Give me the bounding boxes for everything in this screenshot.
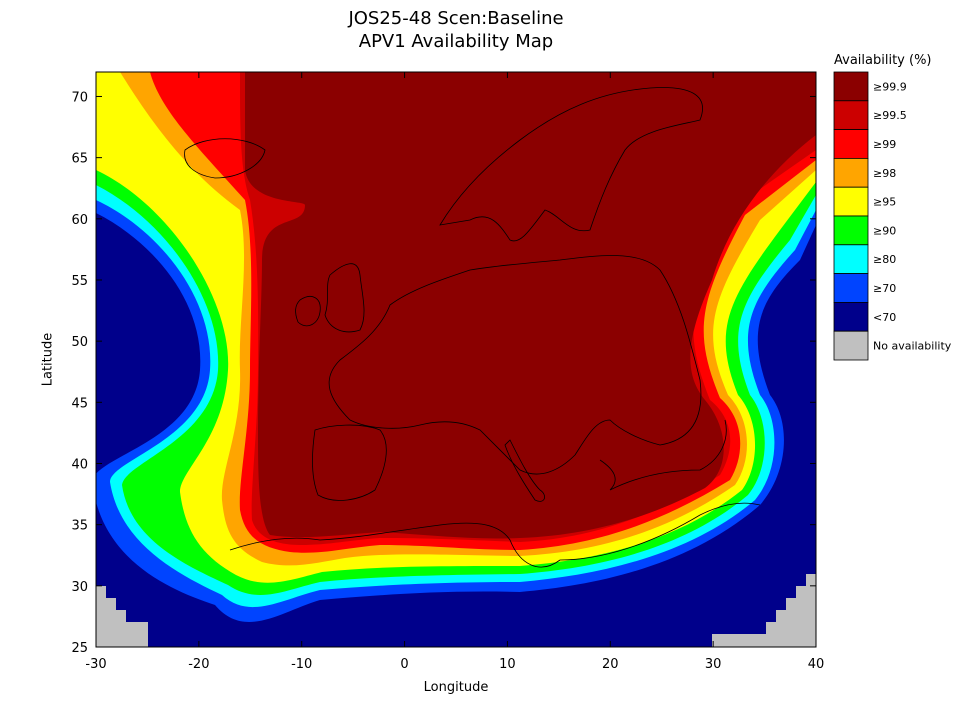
coastline-europe bbox=[328, 255, 702, 475]
y-tick-label: 35 bbox=[71, 519, 88, 534]
y-tick-label: 30 bbox=[71, 580, 88, 595]
x-axis-label: Longitude bbox=[423, 680, 489, 695]
legend-swatch bbox=[833, 244, 869, 275]
y-tick-label: 70 bbox=[71, 90, 88, 105]
y-tick-label: 55 bbox=[71, 274, 88, 289]
legend-swatch bbox=[833, 301, 869, 332]
legend-swatch bbox=[833, 186, 869, 217]
coastline-ireland bbox=[295, 296, 321, 327]
legend-swatch bbox=[833, 129, 869, 159]
legend-label: ≥99 bbox=[873, 138, 896, 151]
y-axis-label: Latitude bbox=[40, 332, 56, 387]
legend-label: ≥99.5 bbox=[873, 109, 907, 122]
legend-label: ≥70 bbox=[873, 282, 896, 295]
x-tick-label: -20 bbox=[188, 657, 209, 672]
plot-frame bbox=[95, 71, 817, 648]
y-tick-label: 45 bbox=[71, 396, 88, 411]
map-subtitle: APV1 Availability Map bbox=[358, 31, 554, 52]
legend-title: Availability (%) bbox=[834, 53, 932, 68]
legend-swatch bbox=[833, 273, 869, 303]
x-tick-label: 0 bbox=[400, 657, 408, 672]
x-tick-label: 10 bbox=[499, 657, 516, 672]
coastline-iberia bbox=[311, 424, 387, 501]
y-tick-label: 50 bbox=[71, 335, 88, 350]
y-axis: 25 30 35 40 45 50 55 60 65 70 bbox=[71, 90, 816, 656]
legend-label: ≥99.9 bbox=[873, 80, 907, 93]
legend-swatch bbox=[833, 100, 869, 131]
legend-label: ≥80 bbox=[873, 253, 896, 266]
y-tick-label: 60 bbox=[71, 213, 88, 228]
legend-swatch bbox=[833, 71, 869, 102]
legend-swatch bbox=[833, 215, 869, 246]
legend-label: <70 bbox=[873, 311, 896, 324]
x-tick-label: -30 bbox=[85, 657, 106, 672]
y-tick-label: 40 bbox=[71, 457, 88, 472]
legend-label: ≥95 bbox=[873, 196, 896, 209]
region-no-availability-sw bbox=[96, 586, 148, 647]
region-99-9 bbox=[245, 72, 816, 539]
legend-swatch bbox=[833, 157, 869, 188]
x-tick-label: 30 bbox=[705, 657, 722, 672]
coastline-iceland bbox=[184, 138, 266, 179]
legend-swatch bbox=[833, 330, 869, 361]
x-tick-label: 20 bbox=[602, 657, 619, 672]
coastline-uk bbox=[324, 263, 365, 333]
map-title: JOS25-48 Scen:Baseline bbox=[348, 8, 564, 29]
x-tick-label: 40 bbox=[808, 657, 825, 672]
legend-label: No availability bbox=[873, 340, 952, 353]
availability-regions bbox=[96, 72, 816, 647]
coastline-scandinavia bbox=[439, 87, 703, 242]
coastline-greece-turkey bbox=[599, 419, 727, 491]
coastlines bbox=[184, 87, 761, 568]
x-tick-label: -10 bbox=[291, 657, 312, 672]
legend: ≥99.9 ≥99.5 ≥99 ≥98 ≥95 ≥90 ≥80 ≥70 <70 No availa… bbox=[833, 71, 952, 361]
coastline-north-africa bbox=[229, 502, 761, 568]
y-tick-label: 65 bbox=[71, 152, 88, 167]
y-tick-label: 25 bbox=[71, 641, 88, 656]
x-axis: -30 -20 -10 0 10 20 30 40 bbox=[85, 72, 824, 672]
legend-label: ≥90 bbox=[873, 224, 896, 237]
legend-label: ≥98 bbox=[873, 167, 896, 180]
coastline-italy bbox=[504, 439, 545, 502]
region-no-availability-se bbox=[712, 574, 816, 647]
